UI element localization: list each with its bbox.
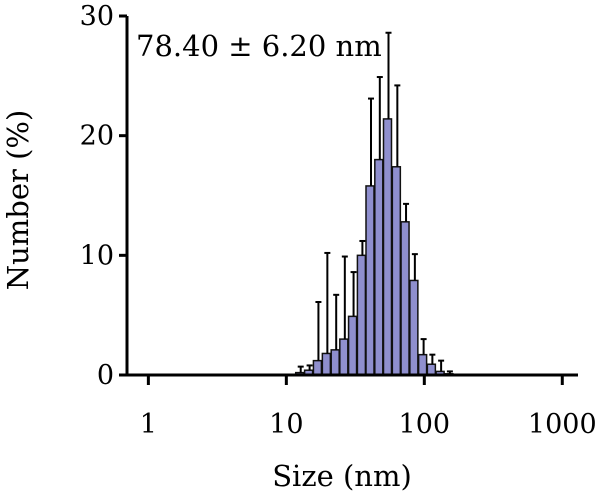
bar-12 (400, 221, 410, 376)
x-tick-label-3: 1000 (528, 409, 597, 440)
bar-5 (339, 338, 349, 376)
bar-10 (382, 118, 393, 376)
bar-11 (391, 166, 402, 376)
bar-2 (312, 359, 323, 376)
bar-15 (426, 363, 437, 376)
bar-7 (356, 254, 367, 376)
bar-13 (409, 279, 419, 376)
bar-3 (321, 352, 332, 376)
x-tick-label-0: 1 (140, 409, 157, 440)
bar-6 (347, 315, 358, 376)
y-axis-title: Number (%) (1, 110, 35, 291)
y-tick-label-2: 20 (80, 121, 114, 152)
x-tick-label-2: 100 (399, 409, 451, 440)
size-annotation: 78.40 ± 6.20 nm (136, 29, 382, 63)
x-axis-title: Size (nm) (272, 459, 412, 493)
bar-9 (374, 158, 384, 376)
bar-14 (417, 353, 428, 376)
y-tick-label-1: 10 (80, 240, 114, 271)
bar-8 (365, 185, 375, 376)
y-tick-label-0: 0 (97, 360, 114, 391)
ticks: 0 10 20 30 1 10 100 1000 (80, 1, 597, 440)
bar-4 (330, 349, 340, 376)
error-bars (297, 31, 453, 374)
x-tick-label-1: 10 (269, 409, 303, 440)
y-tick-label-3: 30 (80, 1, 114, 32)
